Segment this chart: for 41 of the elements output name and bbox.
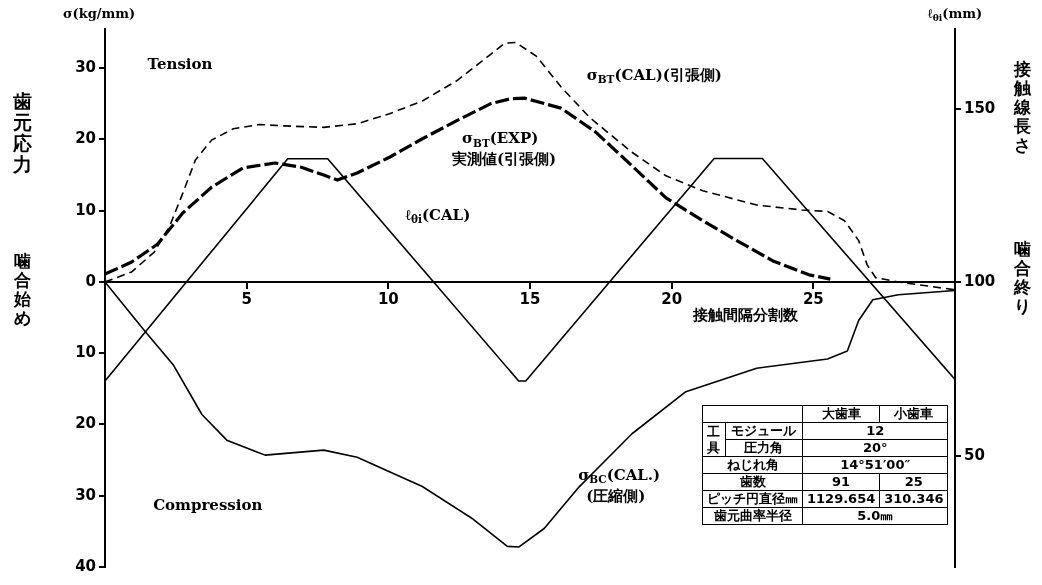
x-tick-label: 20: [661, 289, 683, 308]
text: 噛合始め: [12, 250, 32, 328]
y-tick-label: 20: [75, 414, 96, 433]
y2-axis-title: 接触線長さ: [1012, 59, 1032, 156]
y-tick-label: 10: [75, 200, 96, 219]
text: σ(kg/mm): [63, 6, 136, 22]
annotation: 圧力角: [744, 440, 784, 455]
annotation: 25: [904, 474, 923, 489]
x-tick-label: 10: [377, 289, 399, 308]
y2-tick-label: 50: [964, 445, 985, 464]
annotation: 歯元曲率半径: [713, 508, 792, 523]
y-tick-label: 30: [75, 58, 96, 77]
y-tick-label: 40: [75, 556, 96, 575]
y-tick-label: 20: [75, 129, 96, 148]
annotation: 310.346: [884, 491, 944, 506]
annotation: 5.0㎜: [857, 508, 894, 523]
annotation: 91: [832, 474, 851, 489]
y-tick-label: 0: [85, 271, 96, 290]
annotation: 12: [866, 423, 885, 438]
annotation: Compression: [153, 496, 263, 515]
annotation: 歯数: [739, 474, 766, 489]
annotation: 20°: [862, 440, 888, 455]
x-tick-label: 5: [241, 289, 252, 308]
annotation: 工具: [707, 423, 721, 456]
y-tick-label: 30: [75, 485, 96, 504]
annotation: ねじれ角: [726, 457, 779, 472]
annotation: ピッチ円直径㎜: [707, 491, 798, 506]
annotation: 1129.654: [807, 491, 876, 506]
annotation: モジュール: [731, 423, 797, 438]
y2-tick-label: 150: [964, 98, 996, 117]
annotation: 小歯車: [894, 406, 934, 421]
y2-tick-label: 100: [964, 272, 996, 291]
annotation: 大歯車: [821, 406, 861, 421]
x-tick-label: 15: [519, 289, 541, 308]
annotation: 14°51′00″: [840, 457, 911, 472]
x-axis-title: 接触間隔分割数: [691, 306, 799, 325]
y-tick-label: 10: [75, 343, 96, 362]
annotation: Tension: [147, 54, 213, 73]
x-tick-label: 25: [802, 289, 824, 308]
y-axis-title: 歯元応力: [11, 90, 32, 176]
text: 噛合終り: [1012, 239, 1031, 317]
